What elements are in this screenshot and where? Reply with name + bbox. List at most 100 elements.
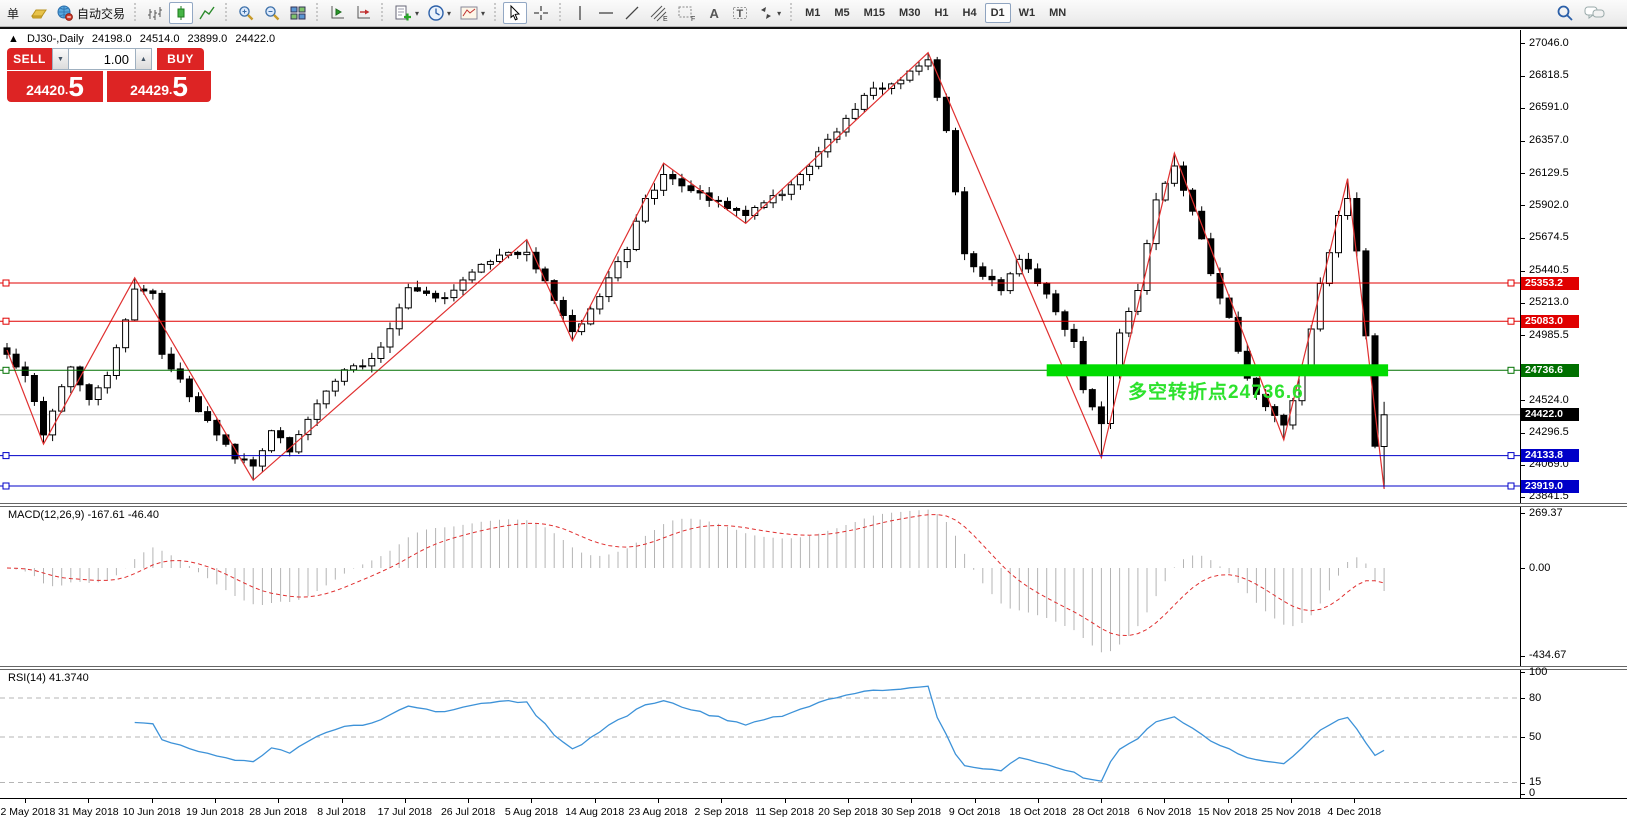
volume-increase-button[interactable]: ▲ (135, 48, 152, 70)
pane-separator[interactable] (0, 666, 1627, 670)
text-label-button[interactable]: T (728, 2, 752, 24)
timeframe-w1-button[interactable]: W1 (1018, 7, 1036, 19)
crosshair-button[interactable] (529, 2, 553, 24)
axis-tick-mark (1520, 173, 1525, 175)
vertical-line-button[interactable] (568, 2, 592, 24)
axis-tick-mark (1520, 205, 1525, 207)
one-click-trade-panel: SELL ▼ 1.00 ▲ BUY 24420. 5 24429. 5 (7, 48, 211, 102)
zigzag-line[interactable] (6, 51, 1385, 489)
fibonacci-button[interactable]: E (646, 2, 672, 24)
macd-pane[interactable] (0, 507, 1521, 666)
price-tick-label: 25902.0 (1529, 198, 1569, 211)
trendline-button[interactable] (620, 2, 644, 24)
date-tick-mark (214, 799, 216, 803)
search-button[interactable] (1552, 2, 1578, 24)
axis-tick-mark (1520, 107, 1525, 109)
volume-decrease-button[interactable]: ▼ (52, 48, 69, 70)
price-tick-label: 24985.5 (1529, 328, 1569, 341)
date-tick-mark (1164, 799, 1166, 803)
timeframe-m30-button[interactable]: M30 (899, 7, 921, 19)
horizontal-level-23919.0[interactable] (0, 482, 1520, 490)
date-tick-mark (594, 799, 596, 803)
tile-windows-button[interactable] (286, 2, 310, 24)
pivot-band[interactable] (1046, 364, 1389, 377)
arrows-button[interactable]: ▾ (754, 2, 784, 24)
horizontal-line-button[interactable] (594, 2, 618, 24)
pane-separator[interactable] (0, 503, 1627, 507)
zoom-out-button[interactable] (260, 2, 284, 24)
chat-button[interactable] (1580, 2, 1610, 24)
timeframe-m1-button[interactable]: M1 (805, 7, 821, 19)
line-chart-button[interactable] (195, 2, 219, 24)
candlestick-chart-button[interactable] (169, 2, 194, 24)
text-button[interactable]: A (702, 2, 726, 24)
axis-tick-mark (1520, 737, 1525, 738)
toolbar-separator (788, 3, 796, 23)
date-tick-mark (404, 799, 406, 803)
svg-text:T: T (737, 8, 744, 20)
date-tick-mark (88, 799, 90, 803)
axis-tick-mark (1520, 782, 1525, 784)
horizontal-level-25083.0[interactable] (0, 317, 1520, 325)
date-label: 28 Oct 2018 (1072, 806, 1130, 818)
timeframe-mn-button[interactable]: MN (1049, 7, 1067, 19)
axis-tick-mark (1520, 432, 1525, 434)
candlestick-chart-icon (177, 6, 185, 20)
timeframes-dropdown-button[interactable]: ▾ (424, 2, 454, 24)
ohlc-high: 24514.0 (139, 33, 180, 45)
arrows-icon (761, 7, 772, 19)
date-tick-mark (911, 799, 913, 803)
axis-tick-mark (1520, 237, 1525, 239)
price-axis[interactable]: 27046.0 26818.5 26591.0 26357.0 26129.5 25902… (1520, 0, 1627, 825)
date-tick-mark (25, 799, 26, 803)
main-price-chart[interactable] (0, 28, 1521, 503)
cursor-button[interactable] (503, 2, 528, 24)
grid-button[interactable]: F (674, 2, 700, 24)
dropdown-caret-icon: ▾ (777, 8, 782, 18)
timeframe-m5-button[interactable]: M5 (834, 7, 850, 19)
price-tick-label: 25213.0 (1529, 296, 1569, 309)
buy-price-button[interactable]: 24429. 5 (107, 71, 211, 102)
chart-shift-button[interactable] (325, 2, 349, 24)
sell-button[interactable]: SELL (7, 48, 52, 70)
date-label: 15 Nov 2018 (1197, 806, 1258, 818)
autotrading-button[interactable]: 自动交易 (53, 2, 128, 24)
date-axis[interactable]: 22 May 2018 31 May 2018 10 Jun 2018 19 Jun … (0, 798, 1627, 825)
vertical-line-icon (579, 6, 581, 20)
date-label: 8 Jul 2018 (317, 806, 366, 818)
rsi-tick-label: 50 (1529, 730, 1542, 743)
crosshair-icon (534, 6, 549, 20)
date-tick-mark (721, 799, 723, 803)
timeframe-h1-button[interactable]: H1 (934, 7, 949, 19)
new-order-text-button[interactable]: 单 (1, 2, 25, 24)
ohlc-low: 23899.0 (187, 33, 228, 45)
template-dropdown-button[interactable]: ▾ (456, 2, 488, 24)
gold-bar-button[interactable] (27, 2, 51, 24)
zoom-in-button[interactable] (234, 2, 258, 24)
bar-chart-button[interactable] (143, 2, 167, 24)
timeframe-h4-button[interactable]: H4 (962, 7, 977, 19)
date-tick-mark (341, 799, 343, 803)
auto-scroll-button[interactable] (351, 2, 375, 24)
horizontal-level-24133.8[interactable] (0, 452, 1520, 460)
date-label: 11 Sep 2018 (755, 806, 814, 818)
chart-template-icon (460, 6, 478, 20)
date-tick-mark (974, 799, 976, 803)
date-tick-mark (1037, 799, 1039, 803)
price-tick-label: 26818.5 (1529, 69, 1569, 82)
timeframe-d1-button[interactable]: D1 (984, 3, 1011, 23)
price-tick-label: 24296.5 (1529, 426, 1569, 439)
buy-button[interactable]: BUY (157, 48, 204, 70)
volume-input[interactable]: 1.00 (69, 48, 135, 70)
toolbar-separator (492, 3, 500, 23)
date-tick-mark (1101, 799, 1103, 803)
timeframe-m15-button[interactable]: M15 (863, 7, 886, 19)
timeframe-group: M1 M5 M15 M30 H1 H4 D1 W1 MN (798, 3, 1073, 23)
horizontal-level-25353.2[interactable] (0, 279, 1520, 287)
price-tick-label: 26591.0 (1529, 101, 1569, 114)
collapse-marker-icon[interactable]: ▲ (8, 33, 19, 45)
cursor-icon (510, 4, 521, 21)
rsi-pane[interactable] (0, 670, 1521, 798)
sell-price-button[interactable]: 24420. 5 (7, 71, 103, 102)
new-order-button[interactable]: ▾ (390, 2, 422, 24)
